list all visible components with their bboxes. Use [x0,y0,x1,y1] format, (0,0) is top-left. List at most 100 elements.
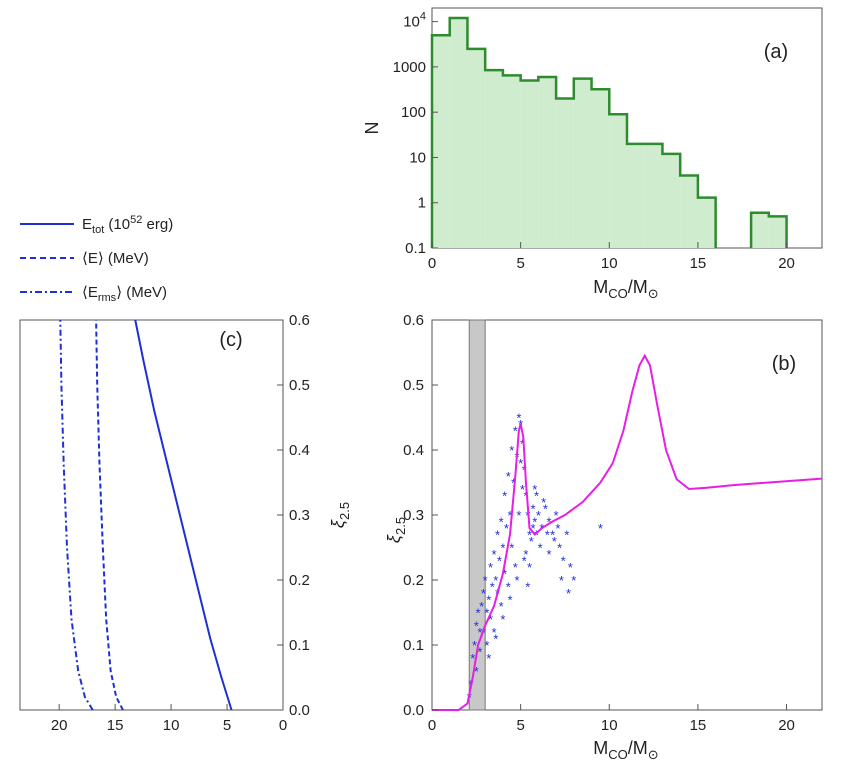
x-tick-label: 10 [163,717,180,734]
shaded-band [468,319,486,711]
scatter-point: * [566,586,571,601]
histogram-bar-fill [627,143,645,248]
scatter-point: * [571,573,576,588]
scatter-point: * [555,521,560,536]
x-tick-label: 15 [690,717,707,734]
x-tick-label: 5 [516,717,524,734]
scatter-point: * [486,651,491,666]
scatter-point: * [543,502,548,517]
scatter-point: * [492,625,497,640]
y-tick-label: 1 [418,195,426,212]
scatter-point: * [568,560,573,575]
y-tick-label: 1000 [393,59,426,76]
x-tick-label: 10 [601,255,618,272]
scatter-point: * [515,573,520,588]
scatter-point: * [506,580,511,595]
histogram-bar-fill [556,98,574,249]
scatter-point: * [520,482,525,497]
histogram-bar-fill [502,75,521,248]
histogram-bar-fill [680,175,698,248]
scatter-point: * [518,456,523,471]
panel-c-frame [19,319,284,711]
x-tick-label: 15 [690,255,707,272]
y-tick-label: 0.0 [289,702,310,719]
scatter-point: * [532,515,537,530]
histogram-outline [430,16,788,248]
legend-label-erms: ⟨Erms⟩ (MeV) [82,284,167,304]
scatter-point: * [561,554,566,569]
y-tick-label: 0.6 [289,312,310,329]
scatter-point: * [522,463,527,478]
scatter-point: * [495,528,500,543]
scatter-point: * [488,560,493,575]
y-tick-label: 0.0 [403,702,424,719]
histogram-bar-fill [467,48,486,249]
scatter-point: * [500,612,505,627]
scatter-point: * [474,619,479,634]
scatter-point: * [552,534,557,549]
histogram-bar-fill [591,89,610,248]
scatter-point: * [532,482,537,497]
scatter-point: * [531,502,536,517]
scatter-point: * [507,508,512,523]
x-tick-label: 20 [778,255,795,272]
x-tick-label: 20 [778,717,795,734]
scatter-point: * [484,606,489,621]
panel-a-ylabel: N [362,122,382,135]
y-tick-label: 0.4 [403,442,424,459]
x-tick-label: 10 [601,717,618,734]
panel-c-label: (c) [219,329,242,351]
x-tick-label: 5 [223,717,231,734]
scatter-point: * [529,534,534,549]
scatter-point: * [509,443,514,458]
panel-b-label: (b) [772,353,796,375]
y-tick-label: 0.3 [403,507,424,524]
scatter-point: * [484,638,489,653]
x-tick-label: 0 [279,717,287,734]
scatter-point: * [527,560,532,575]
scatter-point: * [513,424,518,439]
scatter-point: * [492,547,497,562]
scatter-point: * [546,547,551,562]
scatter-point: * [481,586,486,601]
scatter-point: * [541,495,546,510]
scatter-point: * [564,528,569,543]
y-tick-label: 104 [403,11,426,31]
scatter-point: * [493,573,498,588]
scatter-point: * [523,547,528,562]
histogram-bar-fill [485,70,503,248]
scatter-point: * [486,593,491,608]
scatter-point: * [497,554,502,569]
scatter-point: * [545,528,550,543]
scatter-point: * [525,580,530,595]
histogram-bar-fill [768,216,787,248]
scatter-point: * [499,599,504,614]
scatter-point: * [499,515,504,530]
legend: Etot (1052 erg) ⟨E⟩ (MeV) ⟨Erms⟩ (MeV) [20,214,173,304]
scatter-point: * [557,541,562,556]
histogram-bar-fill [520,80,539,249]
scatter-point: * [500,541,505,556]
scatter-point: * [538,541,543,556]
scatter-point: * [516,508,521,523]
panel-c-ylabel: ξ2.5 [328,502,352,528]
scatter-point: * [493,632,498,647]
y-tick-label: 0.6 [403,312,424,329]
scatter-point: * [470,651,475,666]
scatter-point: * [476,606,481,621]
energy-line-dashdot [59,319,94,711]
scatter-point: * [554,508,559,523]
y-tick-label: 0.1 [405,240,426,257]
panel-a-label: (a) [764,41,788,63]
y-tick-label: 0.1 [289,637,310,654]
histogram-bar-fill [609,114,627,249]
y-tick-label: 0.2 [403,572,424,589]
histogram-bar-fill [751,212,769,248]
y-tick-label: 0.5 [403,377,424,394]
legend-item-erms: ⟨Erms⟩ (MeV) [20,284,167,304]
y-tick-label: 100 [401,104,426,121]
scatter-point: * [511,476,516,491]
panel-b-compactness: ****************************************… [384,312,823,762]
scatter-point: * [504,521,509,536]
